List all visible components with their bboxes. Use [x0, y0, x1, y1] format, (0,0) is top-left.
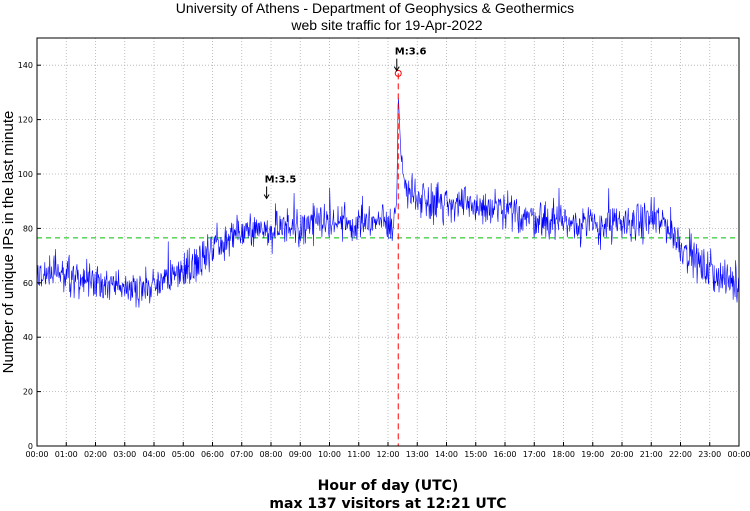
y-tick-label: 40 [23, 333, 33, 342]
x-tick-label: 03:00 [113, 450, 136, 459]
y-axis-label: Number of unique IPs in the last minute [0, 111, 17, 374]
x-tick-label: 06:00 [201, 450, 224, 459]
quake-arrow-head [393, 66, 400, 72]
quake-annotation-label: M:3.5 [265, 174, 297, 185]
x-tick-label: 17:00 [523, 450, 546, 459]
x-tick-label: 16:00 [493, 450, 516, 459]
quake-annotation-label: M:3.6 [395, 47, 427, 58]
markers-group: M:3.5 M:3.6 [263, 47, 427, 446]
x-tick-label: 07:00 [230, 450, 253, 459]
x-tick-label: 19:00 [581, 450, 604, 459]
y-tick-label: 60 [23, 279, 33, 288]
series-group [36, 98, 740, 308]
traffic-series-line [36, 98, 740, 308]
x-tick-label: 10:00 [318, 450, 341, 459]
x-axis-label: Hour of day (UTC) [318, 478, 459, 494]
x-tick-label: 09:00 [289, 450, 312, 459]
x-tick-label: 00:00 [25, 450, 48, 459]
chart-subtitle: web site traffic for 19-Apr-2022 [290, 17, 482, 33]
x-tick-label: 04:00 [142, 450, 165, 459]
y-tick-label: 20 [23, 388, 33, 397]
y-tick-label: 120 [18, 116, 33, 125]
y-axis-ticks: 0 20 40 60 80 100 120 140 [18, 61, 41, 451]
x-axis-ticks: 00:00 01:00 02:00 03:00 04:00 05:00 06:00 07:00… [25, 442, 750, 459]
x-tick-label: 21:00 [640, 450, 663, 459]
x-tick-label: 22:00 [669, 450, 692, 459]
y-tick-label: 80 [23, 224, 33, 233]
x-tick-label: 15:00 [464, 450, 487, 459]
y-tick-label: 100 [18, 170, 33, 179]
x-tick-label: 14:00 [435, 450, 458, 459]
x-tick-label: 23:00 [698, 450, 721, 459]
x-tick-label: 05:00 [172, 450, 195, 459]
chart-footer-max-visitors: max 137 visitors at 12:21 UTC [269, 496, 506, 511]
x-tick-label: 13:00 [406, 450, 429, 459]
chart-title: University of Athens - Department of Geo… [176, 0, 574, 16]
x-tick-label: 00:00 [727, 450, 750, 459]
max-point-marker [394, 69, 402, 77]
x-tick-label: 11:00 [347, 450, 370, 459]
x-tick-label: 20:00 [610, 450, 633, 459]
x-tick-label: 18:00 [552, 450, 575, 459]
y-tick-label: 140 [18, 61, 33, 70]
x-tick-label: 12:00 [376, 450, 399, 459]
y-tick-label: 0 [28, 442, 33, 451]
x-tick-label: 02:00 [84, 450, 107, 459]
x-tick-label: 08:00 [259, 450, 282, 459]
quake-arrow-head [263, 194, 270, 200]
gridlines [37, 38, 739, 446]
x-tick-label: 01:00 [55, 450, 78, 459]
